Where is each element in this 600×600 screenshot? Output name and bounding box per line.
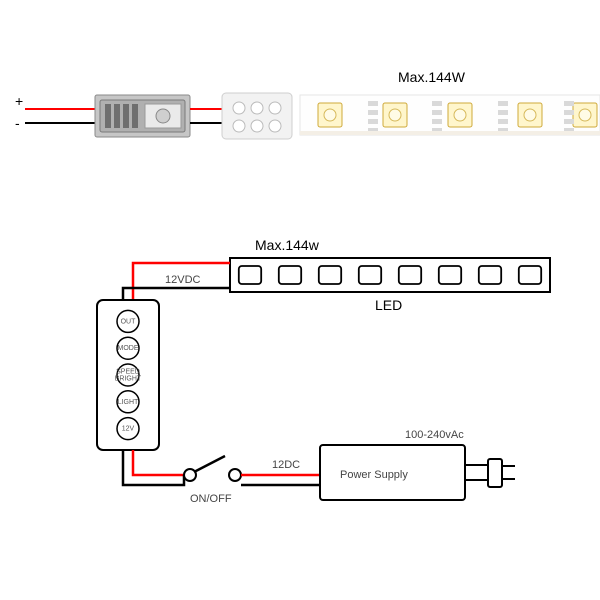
controller-button-label: 12V bbox=[122, 426, 135, 433]
led-label: LED bbox=[375, 297, 402, 313]
switch bbox=[184, 456, 241, 481]
ac-label: 100-240vAc bbox=[405, 429, 464, 441]
vdc-label: 12VDC bbox=[165, 274, 201, 286]
led-cell bbox=[279, 266, 301, 284]
dc-label: 12DC bbox=[272, 459, 300, 471]
led-cell bbox=[399, 266, 421, 284]
bottom-max-label: Max.144w bbox=[255, 237, 320, 253]
wire-black-ctrl-to-led bbox=[123, 288, 230, 300]
controller-button-label: SPEED bbox=[116, 369, 140, 376]
psu-label: Power Supply bbox=[340, 469, 408, 481]
bottom-diagram: Max.144w LED 12VDC OUT MODE SPEEDBRIGHT LIG… bbox=[97, 237, 550, 505]
ac-plug-icon bbox=[465, 459, 515, 487]
led-cell bbox=[479, 266, 501, 284]
bottom-controller: OUT MODE SPEEDBRIGHT LIGHT 12V bbox=[97, 300, 159, 450]
plus-label: + bbox=[15, 93, 23, 109]
led-cell bbox=[319, 266, 341, 284]
controller-button-label: LIGHT bbox=[118, 399, 139, 406]
led-cell bbox=[239, 266, 261, 284]
led-cell bbox=[519, 266, 541, 284]
minus-label: - bbox=[15, 115, 20, 131]
onoff-label: ON/OFF bbox=[190, 493, 232, 505]
controller-button-label: MODE bbox=[118, 345, 139, 352]
top-diagram: + - bbox=[15, 69, 600, 139]
top-max-label: Max.144W bbox=[398, 69, 466, 85]
bottom-led-strip bbox=[230, 258, 550, 292]
led-cell bbox=[359, 266, 381, 284]
controller-button-label: BRIGHT bbox=[115, 376, 142, 383]
power-supply: Power Supply bbox=[320, 445, 465, 500]
top-led-strip bbox=[300, 95, 600, 135]
top-psu bbox=[95, 95, 190, 137]
led-cell bbox=[439, 266, 461, 284]
wire-red-ctrl-to-switch bbox=[133, 450, 184, 475]
top-controller bbox=[222, 93, 292, 139]
controller-button-label: OUT bbox=[121, 318, 137, 325]
